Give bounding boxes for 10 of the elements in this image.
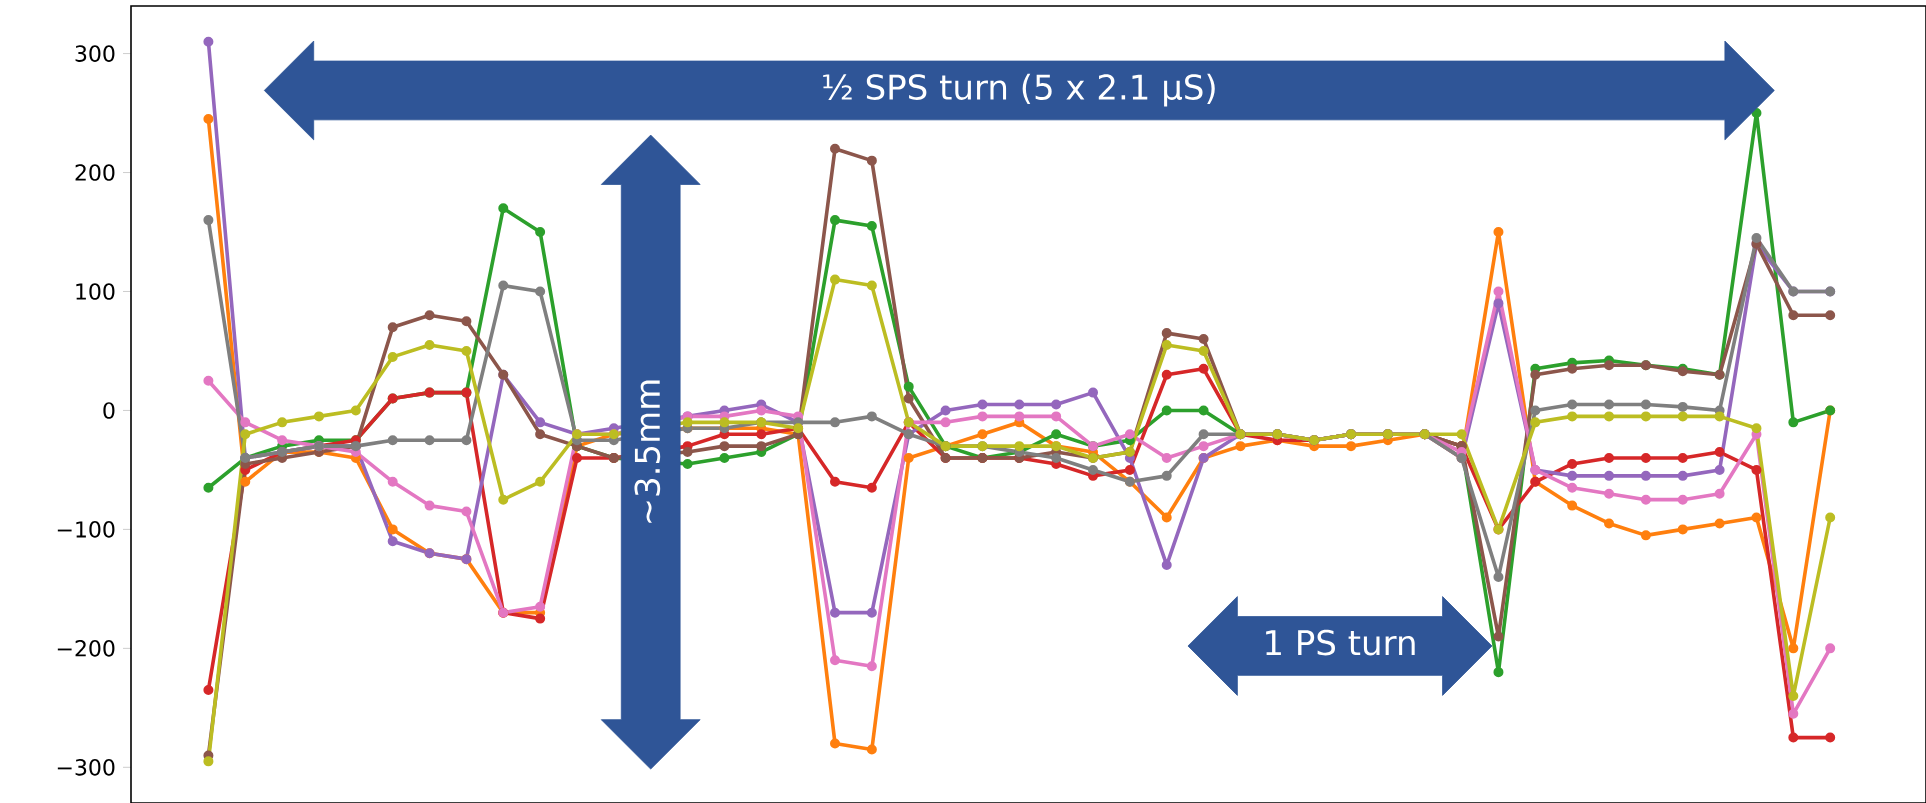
- y-tick-label: 0: [103, 402, 115, 419]
- annotation: 1 PS turn: [1266, 629, 1415, 656]
- y-tick-label: −100: [57, 521, 115, 538]
- y-tick-label: 300: [75, 45, 115, 62]
- y-tick-label: 200: [75, 164, 115, 181]
- y-tick-label: −200: [57, 640, 115, 657]
- y-tick-label: −300: [57, 759, 115, 776]
- y-tick-label: 100: [76, 283, 115, 300]
- annotation: ~3.5mm: [634, 380, 661, 523]
- annotation: ½ SPS turn (5 x 2.1 μS): [823, 73, 1215, 107]
